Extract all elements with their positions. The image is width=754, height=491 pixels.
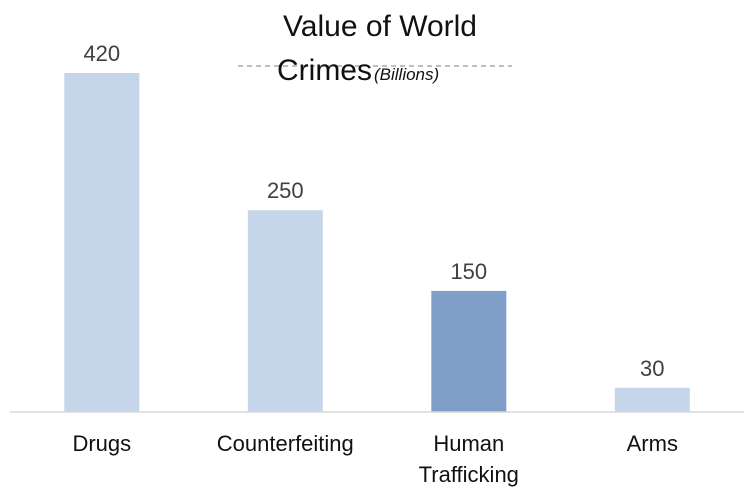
value-label-human-trafficking: 150 [450, 259, 487, 284]
value-label-arms: 30 [640, 356, 664, 381]
bar-arms [614, 387, 690, 412]
category-label-arms: Arms [627, 431, 678, 456]
bar-human-trafficking [431, 290, 507, 412]
value-label-drugs: 420 [83, 41, 120, 66]
category-labels-group: Drugs Counterfeiting Human Trafficking Arms [72, 431, 678, 487]
bars-group [64, 73, 690, 412]
bar-counterfeiting [247, 210, 323, 412]
category-label-human-trafficking: Human Trafficking [419, 431, 519, 487]
chart-title-group: Value of World Crimes (Billions) [238, 10, 512, 87]
chart-title-line-2: Crimes [277, 54, 372, 87]
category-label-drugs: Drugs [72, 431, 131, 456]
value-label-counterfeiting: 250 [267, 178, 304, 203]
chart-title-line-1: Value of World [283, 10, 477, 43]
category-label-counterfeiting: Counterfeiting [217, 431, 354, 456]
value-labels-group: 420 250 150 30 [83, 41, 664, 381]
bar-drugs [64, 73, 140, 412]
chart-subtitle: (Billions) [374, 65, 439, 84]
